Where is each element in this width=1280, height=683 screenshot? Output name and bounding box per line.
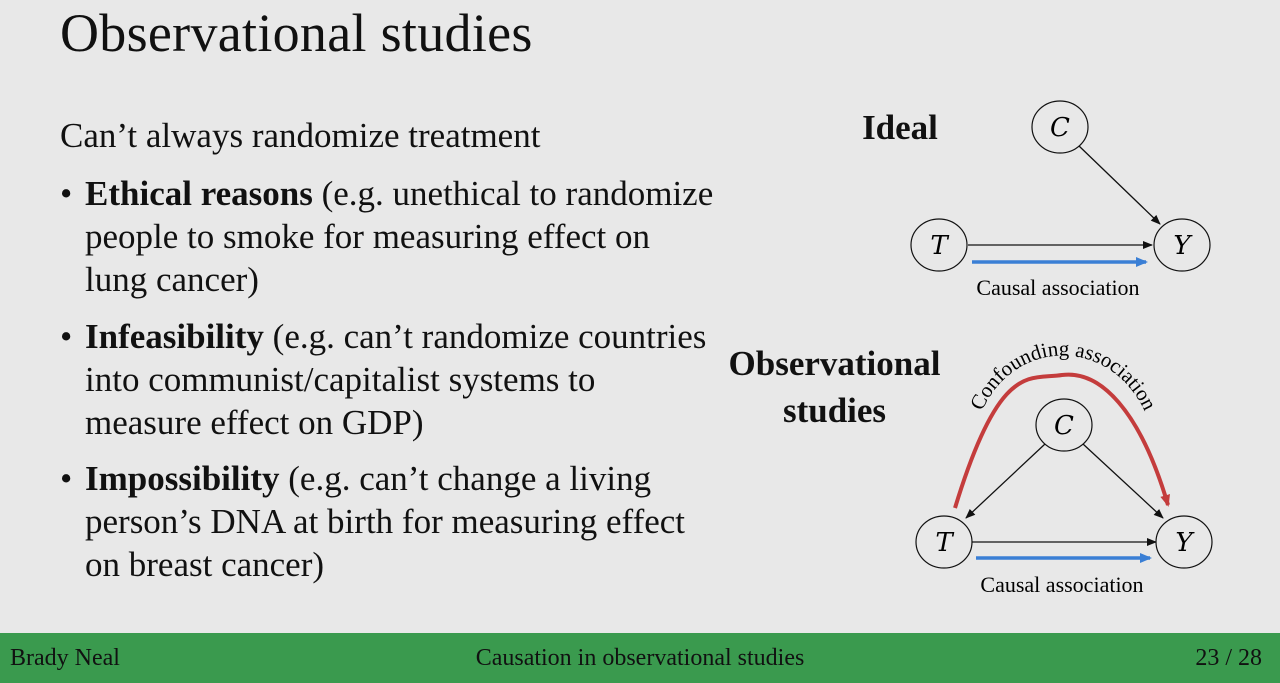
bullet-heading: Infeasibility	[85, 317, 264, 356]
confounding-arrow	[953, 372, 1170, 509]
slide-title: Observational studies	[60, 3, 533, 63]
ideal-node-t: T	[910, 218, 968, 272]
footer-bar: Brady Neal Causation in observational st…	[0, 633, 1280, 683]
bullet-heading: Ethical reasons	[85, 174, 313, 213]
obs-node-y-label: Y	[1175, 528, 1195, 558]
bullet-detail: (e.g. unethical to randomize people to s…	[85, 174, 714, 299]
bullet-heading: Impossibility	[85, 459, 280, 498]
obs-node-c: C	[1035, 398, 1093, 452]
ideal-diagram: C T Y Causal association	[910, 100, 1211, 300]
ideal-edge-c-to-y	[1077, 144, 1161, 225]
ideal-node-y: Y	[1153, 218, 1211, 272]
observational-label-line1: Observational	[728, 344, 941, 383]
obs-node-c-label: C	[1054, 411, 1074, 441]
obs-node-t: T	[915, 515, 973, 569]
obs-edge-c-to-t	[965, 443, 1046, 519]
footer-author: Brady Neal	[10, 645, 120, 671]
ideal-causal-label: Causal association	[976, 275, 1139, 300]
obs-node-t-label: T	[935, 528, 954, 558]
bullet-marker: •	[60, 317, 73, 356]
obs-node-y: Y	[1155, 515, 1213, 569]
bullet-detail: (e.g. can’t change a living person’s DNA…	[85, 459, 686, 584]
ideal-node-c-label: C	[1050, 113, 1070, 143]
bullet-infeasibility: • Infeasibility (e.g. can’t randomize co…	[60, 315, 720, 444]
ideal-node-y-label: Y	[1173, 231, 1193, 261]
bullet-impossibility: • Impossibility (e.g. can’t change a liv…	[60, 457, 720, 586]
bullet-marker: •	[60, 174, 73, 213]
bullet-ethical: • Ethical reasons (e.g. unethical to ran…	[60, 172, 720, 301]
footer-title: Causation in observational studies	[475, 645, 805, 671]
ideal-node-c: C	[1031, 100, 1089, 154]
observational-label: Observational studies	[712, 340, 957, 434]
obs-edge-c-to-y	[1082, 443, 1164, 519]
ideal-label: Ideal	[862, 108, 938, 147]
intro-text: Can’t always randomize treatment	[60, 116, 541, 155]
bullet-marker: •	[60, 459, 73, 498]
observational-label-line2: studies	[782, 391, 887, 430]
bullet-detail: (e.g. can’t randomize countries into com…	[85, 317, 707, 442]
obs-causal-label: Causal association	[980, 572, 1143, 597]
observational-diagram: Confounding association C T Y Causal ass…	[915, 336, 1213, 597]
footer-page-number: 23 / 28	[1195, 645, 1262, 671]
ideal-node-t-label: T	[930, 231, 949, 261]
causal-diagrams: C T Y Causal association Confounding ass…	[910, 100, 1213, 597]
